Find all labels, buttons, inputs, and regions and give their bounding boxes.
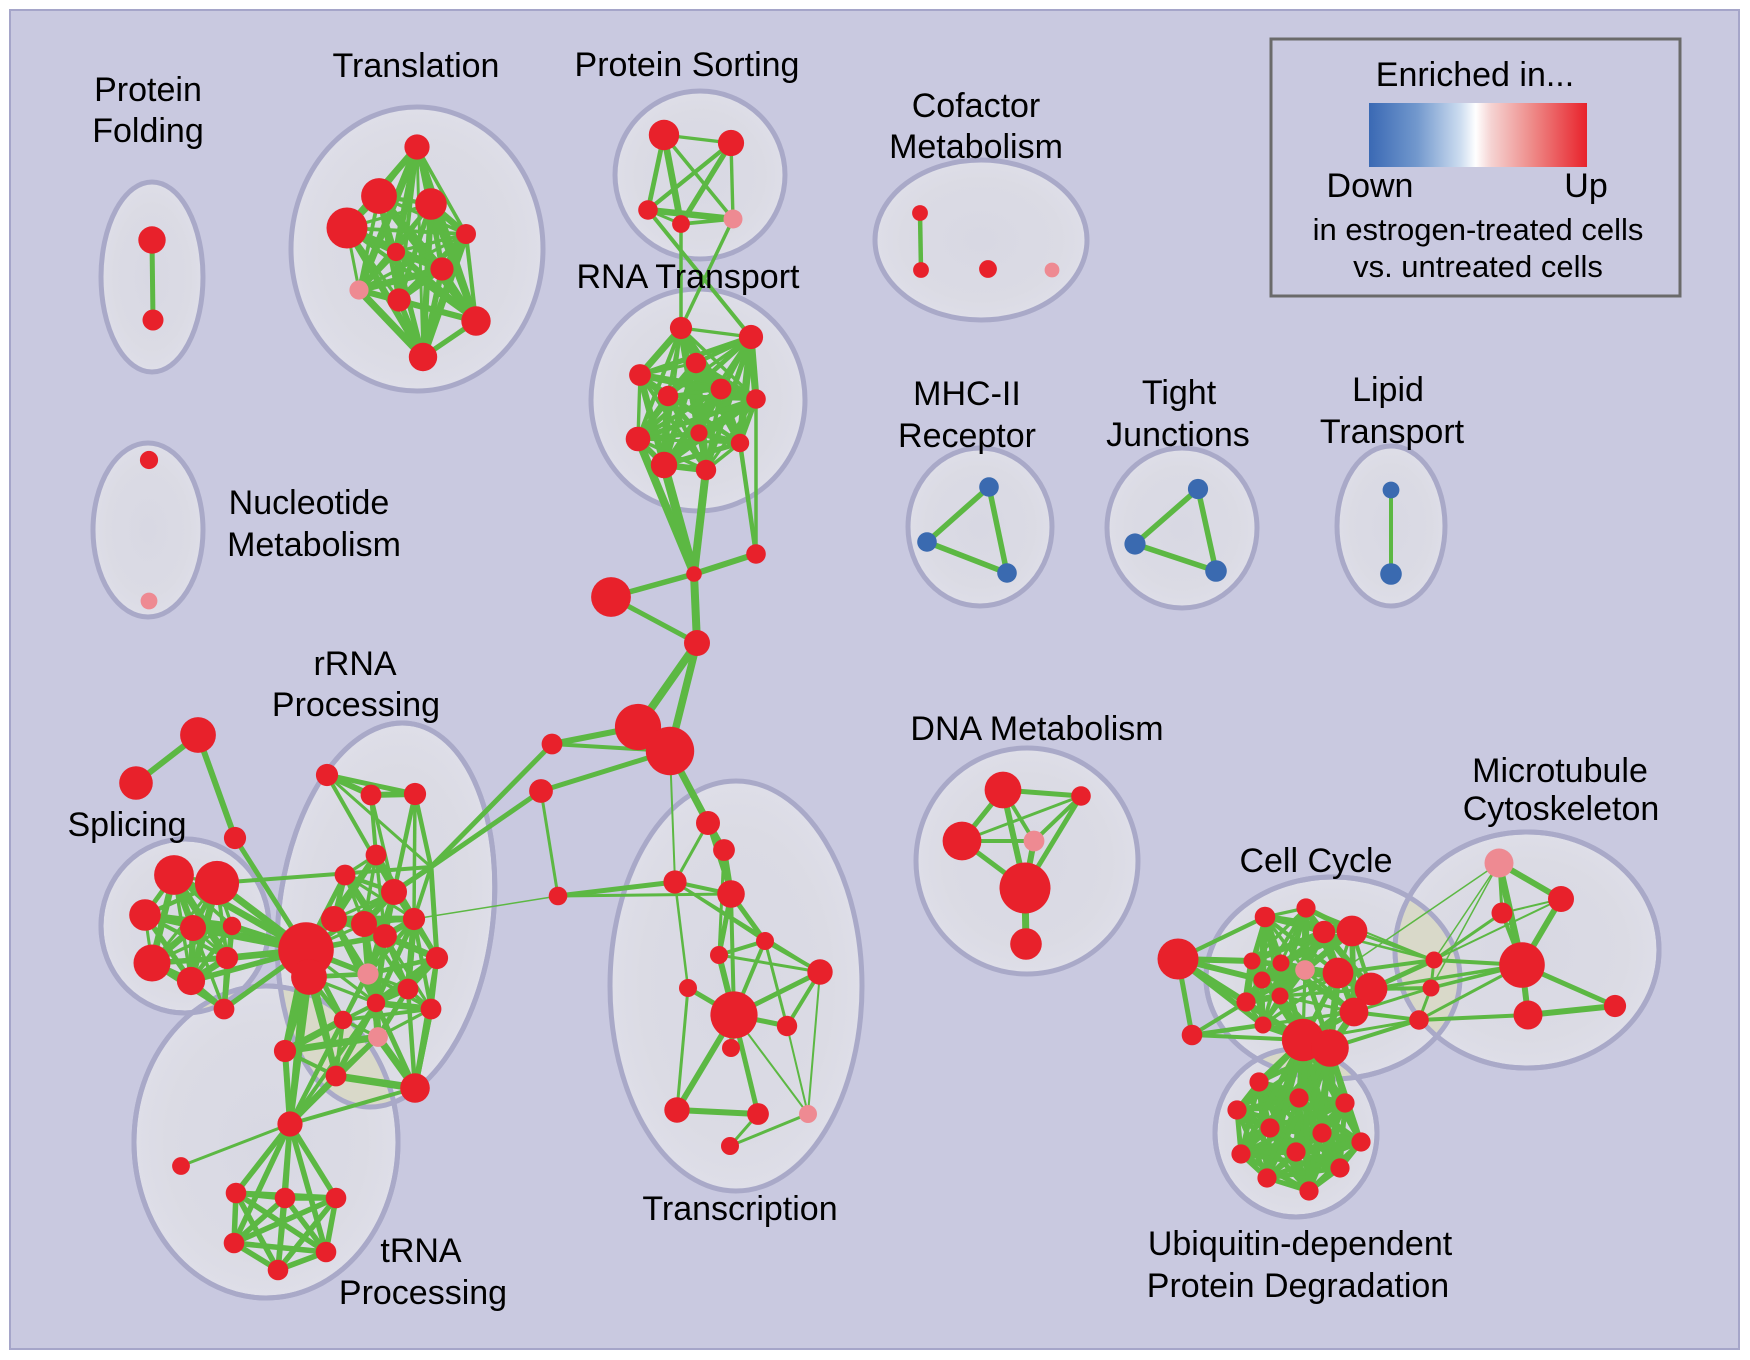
svg-text:Protein Sorting: Protein Sorting	[575, 46, 800, 84]
svg-text:Up: Up	[1564, 167, 1607, 205]
svg-text:Translation: Translation	[333, 47, 500, 85]
svg-text:Processing: Processing	[339, 1274, 507, 1312]
svg-text:Cell Cycle: Cell Cycle	[1239, 842, 1392, 880]
svg-text:Junctions: Junctions	[1106, 416, 1250, 454]
svg-text:Ubiquitin-dependent: Ubiquitin-dependent	[1148, 1225, 1453, 1263]
svg-text:Folding: Folding	[92, 112, 204, 150]
svg-text:Transcription: Transcription	[642, 1190, 837, 1228]
svg-text:MHC-II: MHC-II	[913, 375, 1021, 413]
svg-text:Cytoskeleton: Cytoskeleton	[1463, 790, 1660, 828]
svg-text:Protein: Protein	[94, 71, 202, 109]
svg-text:in estrogen-treated cells: in estrogen-treated cells	[1313, 212, 1644, 247]
svg-text:vs. untreated cells: vs. untreated cells	[1353, 249, 1603, 284]
svg-text:rRNA: rRNA	[313, 645, 396, 683]
svg-text:Processing: Processing	[272, 686, 440, 724]
svg-text:tRNA: tRNA	[380, 1232, 462, 1270]
svg-text:Cofactor: Cofactor	[912, 87, 1041, 125]
svg-text:RNA Transport: RNA Transport	[577, 258, 801, 296]
svg-text:Enriched in...: Enriched in...	[1376, 56, 1574, 94]
svg-text:Metabolism: Metabolism	[889, 128, 1063, 166]
svg-text:Splicing: Splicing	[67, 806, 186, 844]
svg-text:Down: Down	[1327, 167, 1414, 205]
svg-text:DNA Metabolism: DNA Metabolism	[910, 710, 1163, 748]
svg-text:Tight: Tight	[1142, 374, 1217, 412]
svg-text:Metabolism: Metabolism	[227, 526, 401, 564]
svg-text:Microtubule: Microtubule	[1472, 752, 1648, 790]
svg-text:Lipid: Lipid	[1352, 371, 1424, 409]
svg-text:Nucleotide: Nucleotide	[229, 484, 390, 522]
svg-text:Receptor: Receptor	[898, 417, 1036, 455]
svg-text:Protein Degradation: Protein Degradation	[1147, 1267, 1449, 1305]
svg-text:Transport: Transport	[1320, 413, 1465, 451]
